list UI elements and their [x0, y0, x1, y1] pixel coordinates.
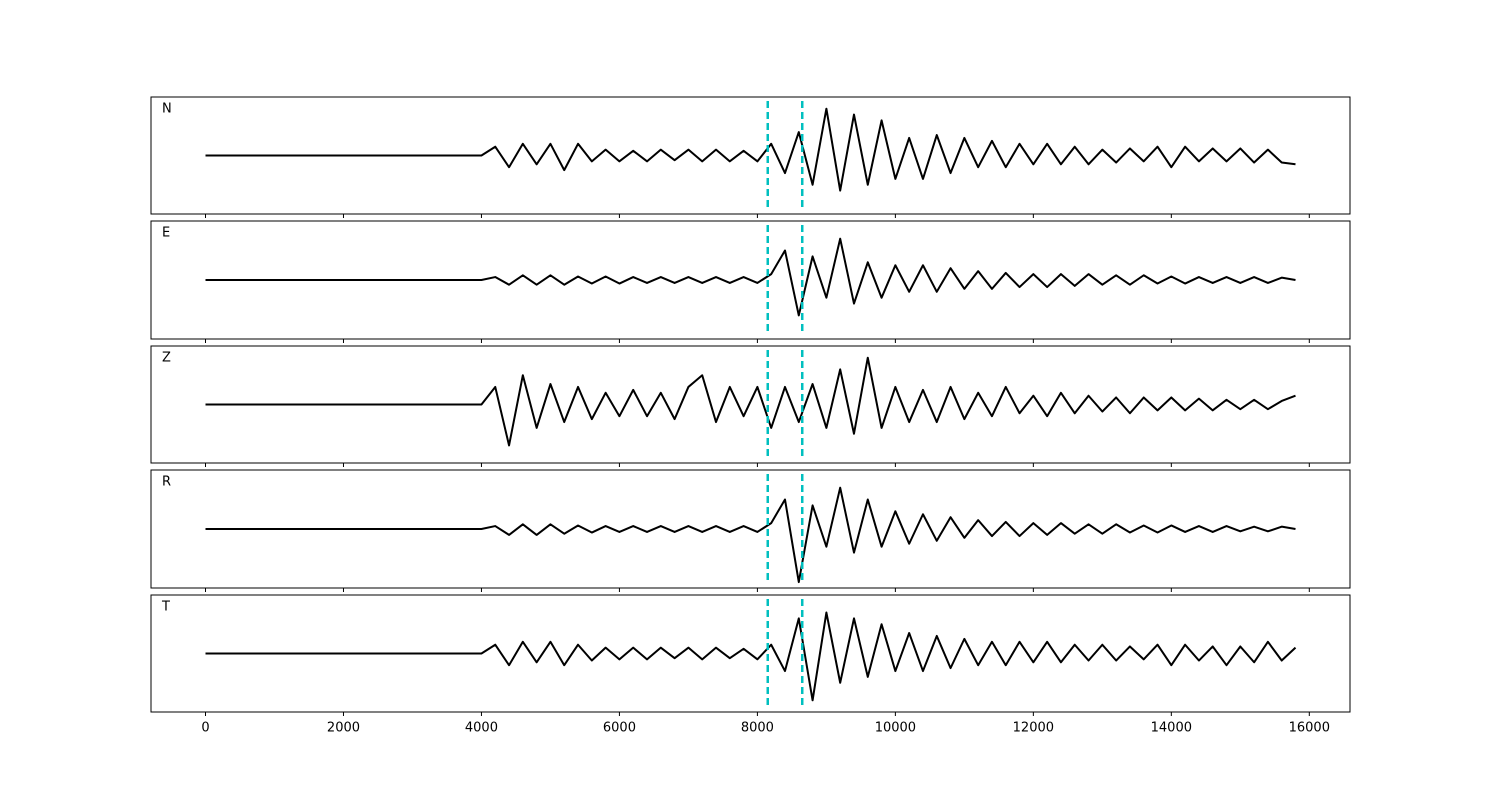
- panel-label: Z: [162, 351, 171, 366]
- panel-label: T: [161, 600, 170, 615]
- x-tick-label: 16000: [1289, 721, 1330, 736]
- x-tick-label: 12000: [1013, 721, 1054, 736]
- panel-frame: [150, 96, 1351, 215]
- panel-frame: [150, 220, 1351, 340]
- x-tick-label: 10000: [875, 721, 916, 736]
- trace-line: [205, 107, 1296, 192]
- x-tick-label: 2000: [327, 721, 360, 736]
- panel-frame: [150, 594, 1351, 713]
- trace-line: [205, 611, 1297, 702]
- x-tick-label: 8000: [741, 721, 774, 736]
- trace-line: [205, 486, 1296, 584]
- panel-frame: [150, 345, 1351, 464]
- x-tick-label: 4000: [465, 721, 498, 736]
- panel-frame: [150, 469, 1351, 589]
- panel-label: N: [162, 102, 172, 117]
- trace-line: [205, 237, 1296, 317]
- trace-line: [205, 356, 1296, 447]
- panel-label: E: [162, 226, 170, 241]
- x-tick-label: 14000: [1151, 721, 1192, 736]
- x-tick-label: 0: [201, 721, 209, 736]
- x-tick-label: 6000: [603, 721, 636, 736]
- panel-label: R: [162, 475, 171, 490]
